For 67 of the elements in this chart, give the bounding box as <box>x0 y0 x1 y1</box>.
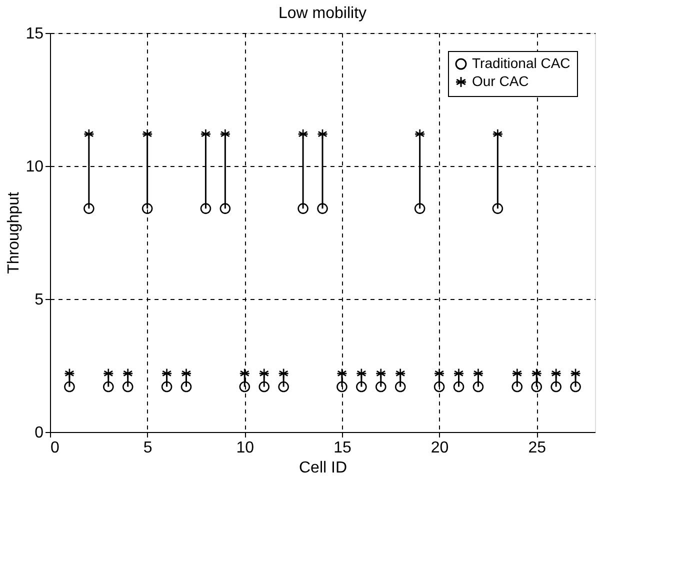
point <box>64 368 75 379</box>
point <box>317 128 328 140</box>
point <box>122 381 134 392</box>
point <box>414 203 426 214</box>
point <box>161 368 172 379</box>
point <box>531 368 542 379</box>
point <box>356 381 367 392</box>
x-tick-label: 15 <box>334 440 352 456</box>
legend-label: Traditional CAC <box>472 55 570 71</box>
point <box>492 128 504 140</box>
point <box>550 381 562 392</box>
point <box>84 203 94 214</box>
point <box>336 368 348 379</box>
point <box>531 381 542 392</box>
point <box>336 381 348 392</box>
point <box>278 381 289 392</box>
y-axis-title: Throughput <box>6 192 23 274</box>
point <box>376 381 386 392</box>
chart-title: Low mobility <box>278 5 367 22</box>
point <box>122 368 134 379</box>
y-tick-label: 5 <box>34 292 44 308</box>
point <box>103 381 114 392</box>
point <box>550 368 562 379</box>
point <box>414 128 426 140</box>
point <box>180 381 192 392</box>
point <box>394 381 406 392</box>
point <box>161 381 172 392</box>
point <box>512 368 523 379</box>
point <box>317 203 328 214</box>
point <box>570 368 581 379</box>
point <box>84 128 94 140</box>
y-tick-label: 0 <box>34 424 44 442</box>
point <box>200 128 212 140</box>
point <box>239 368 250 379</box>
x-tick-label: 5 <box>143 440 152 456</box>
point <box>220 128 231 140</box>
point <box>492 203 504 214</box>
point <box>64 381 75 392</box>
point <box>570 381 581 392</box>
point <box>394 368 406 379</box>
y-tick-label: 10 <box>26 158 44 176</box>
x-axis-title: Cell ID <box>298 460 348 476</box>
x-tick-label: 0 <box>50 440 60 456</box>
point <box>258 381 270 392</box>
point <box>472 381 484 392</box>
x-tick-label: 20 <box>430 440 449 456</box>
point <box>434 368 445 379</box>
y-tick-label: 15 <box>26 26 44 42</box>
point <box>258 368 270 379</box>
point <box>142 128 153 140</box>
point <box>200 203 212 214</box>
point <box>220 203 231 214</box>
point <box>472 368 484 379</box>
point <box>103 368 114 379</box>
point <box>298 203 308 214</box>
point <box>512 381 523 392</box>
point <box>453 381 464 392</box>
point <box>142 203 153 214</box>
point <box>298 128 308 140</box>
x-tick-label: 25 <box>528 440 546 456</box>
point <box>376 368 386 379</box>
point <box>278 368 289 379</box>
legend-label: Our CAC <box>472 73 529 89</box>
point <box>434 381 445 392</box>
point <box>356 368 367 379</box>
x-tick-label: 10 <box>236 440 254 456</box>
point <box>239 381 250 392</box>
